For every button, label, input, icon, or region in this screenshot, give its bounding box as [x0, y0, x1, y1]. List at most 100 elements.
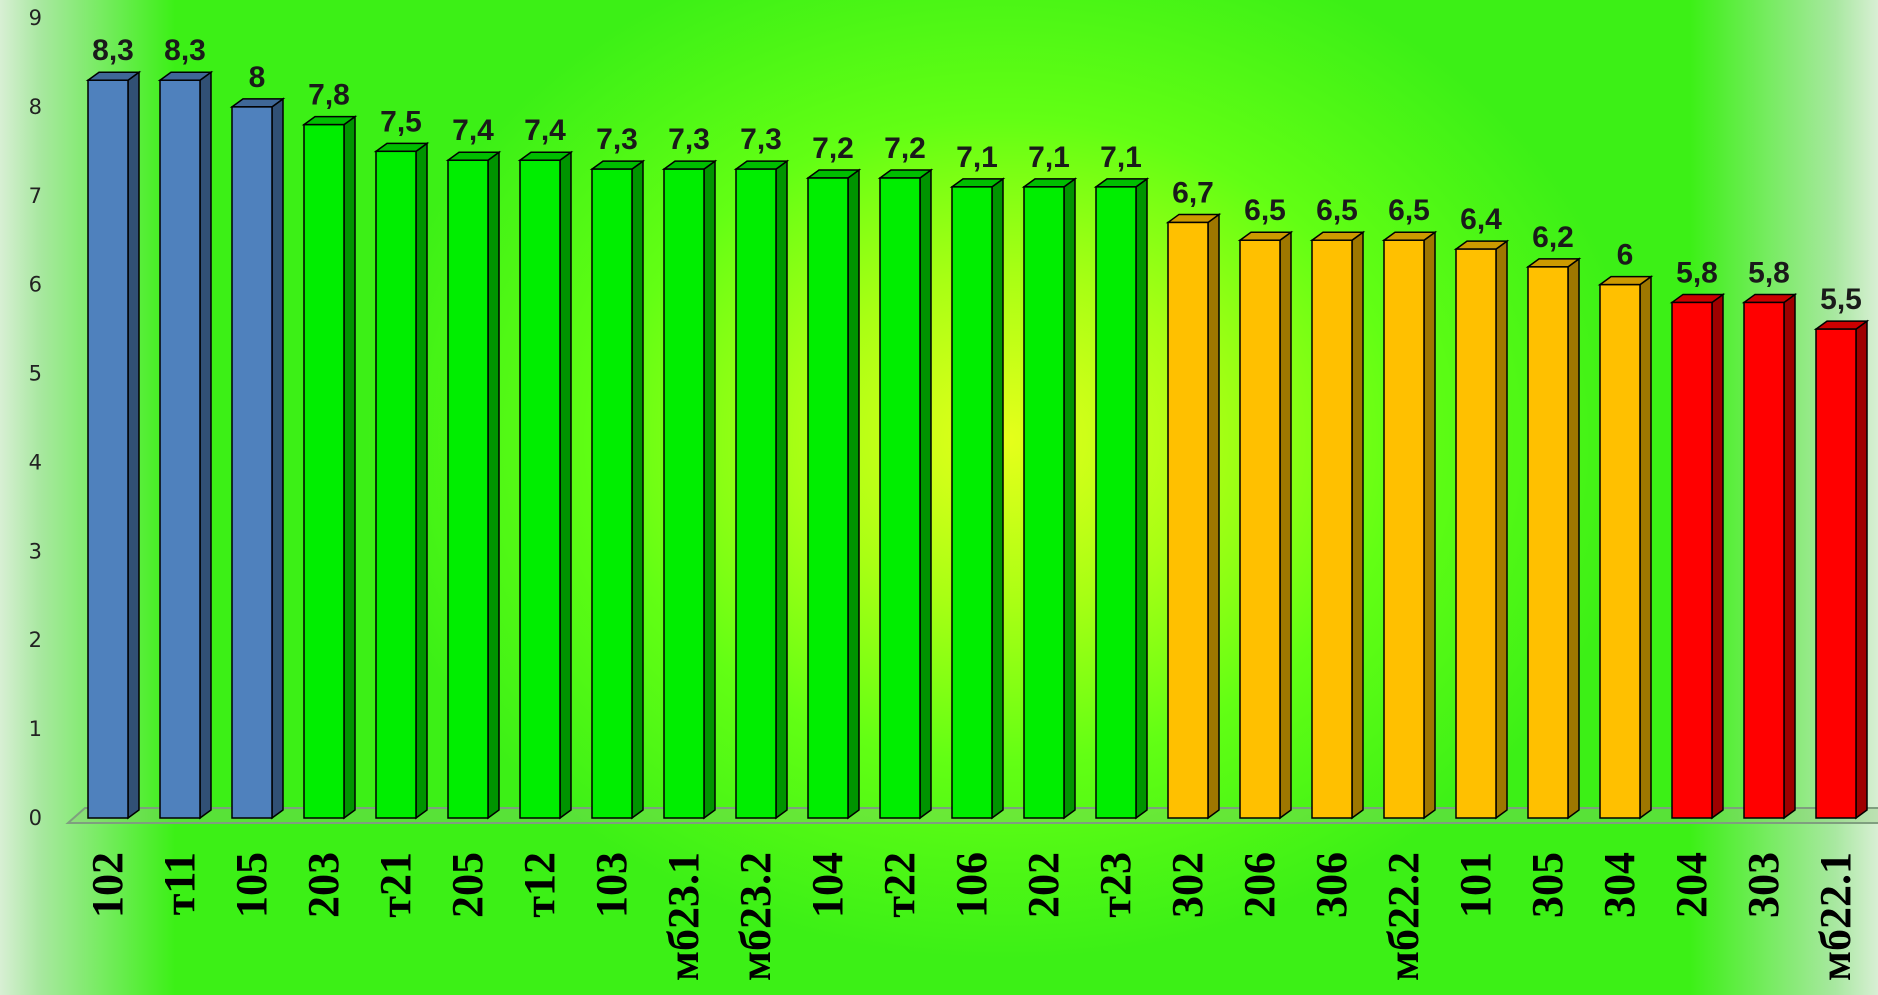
- bar-front: [1383, 239, 1425, 819]
- bar: [1813, 319, 1870, 820]
- bar-side: [127, 70, 140, 820]
- bar: [301, 115, 358, 820]
- bar-side: [991, 177, 1004, 820]
- y-tick-label: 3: [29, 539, 42, 563]
- y-tick-label: 2: [29, 628, 42, 652]
- bar-front: [1095, 186, 1137, 819]
- bar: [445, 150, 502, 820]
- bar-side: [1783, 292, 1796, 820]
- data-label: 5,5: [1820, 283, 1862, 316]
- bar-side: [1351, 230, 1364, 820]
- bar-side: [1135, 177, 1148, 820]
- y-tick-label: 8: [29, 95, 42, 119]
- data-label: 7,2: [884, 132, 926, 165]
- x-tick-label: т11: [155, 852, 204, 915]
- data-label: 7,2: [812, 132, 854, 165]
- bar-side: [1063, 177, 1076, 820]
- y-tick-label: 5: [29, 362, 42, 386]
- x-tick-label: мб22.1: [1811, 852, 1860, 981]
- bar-front: [375, 150, 417, 819]
- bar: [1093, 177, 1150, 820]
- bar-front: [1311, 239, 1353, 819]
- bar-front: [447, 159, 489, 819]
- data-label: 8,3: [164, 34, 206, 67]
- bar-side: [1855, 319, 1868, 820]
- bar: [949, 177, 1006, 820]
- x-tick-label: т23: [1091, 852, 1140, 918]
- x-tick-label: 202: [1019, 852, 1068, 918]
- y-tick-label: 1: [29, 717, 42, 741]
- bar-front: [1167, 221, 1209, 819]
- data-label: 6,7: [1172, 176, 1214, 209]
- data-label: 7,3: [740, 123, 782, 156]
- bar-front: [1599, 283, 1641, 819]
- bar: [1381, 230, 1438, 820]
- bar-front: [303, 123, 345, 819]
- bar-front: [1023, 186, 1065, 819]
- bar-front: [1743, 301, 1785, 819]
- x-tick-label: 104: [803, 852, 852, 918]
- bar: [1453, 239, 1510, 820]
- bar-side: [199, 70, 212, 820]
- x-tick-label: 103: [587, 852, 636, 918]
- bar-side: [1639, 275, 1652, 820]
- bar-side: [1423, 230, 1436, 820]
- bar-side: [1495, 239, 1508, 820]
- bar-side: [271, 97, 284, 820]
- bar-front: [1455, 248, 1497, 819]
- bar-side: [919, 168, 932, 820]
- bar-front: [159, 79, 201, 819]
- bar-front: [591, 168, 633, 819]
- bar: [517, 150, 574, 820]
- y-tick-label: 9: [29, 6, 42, 30]
- bar: [85, 70, 142, 820]
- x-tick-label: т22: [875, 852, 924, 918]
- bar-front: [951, 186, 993, 819]
- x-tick-label: 101: [1451, 852, 1500, 918]
- bar-front: [1527, 266, 1569, 819]
- x-tick-label: 105: [227, 852, 276, 918]
- data-label: 6,2: [1532, 221, 1574, 254]
- bar-front: [1239, 239, 1281, 819]
- data-label: 6: [1617, 239, 1634, 272]
- x-tick-label: мб22.2: [1379, 852, 1428, 981]
- bar: [877, 168, 934, 820]
- data-label: 7,1: [956, 141, 998, 174]
- x-tick-label: 304: [1595, 852, 1644, 918]
- x-tick-label: мб23.2: [731, 852, 780, 981]
- data-label: 7,1: [1100, 141, 1142, 174]
- bar-front: [519, 159, 561, 819]
- y-tick-label: 0: [29, 806, 42, 830]
- x-tick-label: 306: [1307, 852, 1356, 918]
- bar-side: [703, 159, 716, 820]
- bar: [1309, 230, 1366, 820]
- bar-side: [1711, 292, 1724, 820]
- bar: [589, 159, 646, 820]
- data-label: 8: [249, 61, 266, 94]
- x-tick-label: т21: [371, 852, 420, 918]
- x-tick-label: 204: [1667, 852, 1716, 918]
- bar-side: [775, 159, 788, 820]
- bar: [157, 70, 214, 820]
- data-label: 6,5: [1316, 194, 1358, 227]
- bar-side: [1567, 257, 1580, 820]
- y-tick-label: 6: [29, 273, 42, 297]
- x-tick-label: 203: [299, 852, 348, 918]
- bar-front: [879, 177, 921, 819]
- data-label: 6,5: [1388, 194, 1430, 227]
- bar-front: [807, 177, 849, 819]
- x-tick-label: 106: [947, 852, 996, 918]
- bar: [1597, 275, 1654, 820]
- bar: [373, 141, 430, 820]
- x-tick-label: 206: [1235, 852, 1284, 918]
- bar-side: [1207, 212, 1220, 820]
- bar-side: [487, 150, 500, 820]
- data-label: 6,5: [1244, 194, 1286, 227]
- bar: [1237, 230, 1294, 820]
- x-tick-label: 303: [1739, 852, 1788, 918]
- data-label: 7,3: [596, 123, 638, 156]
- bar: [1525, 257, 1582, 820]
- bar: [1669, 292, 1726, 820]
